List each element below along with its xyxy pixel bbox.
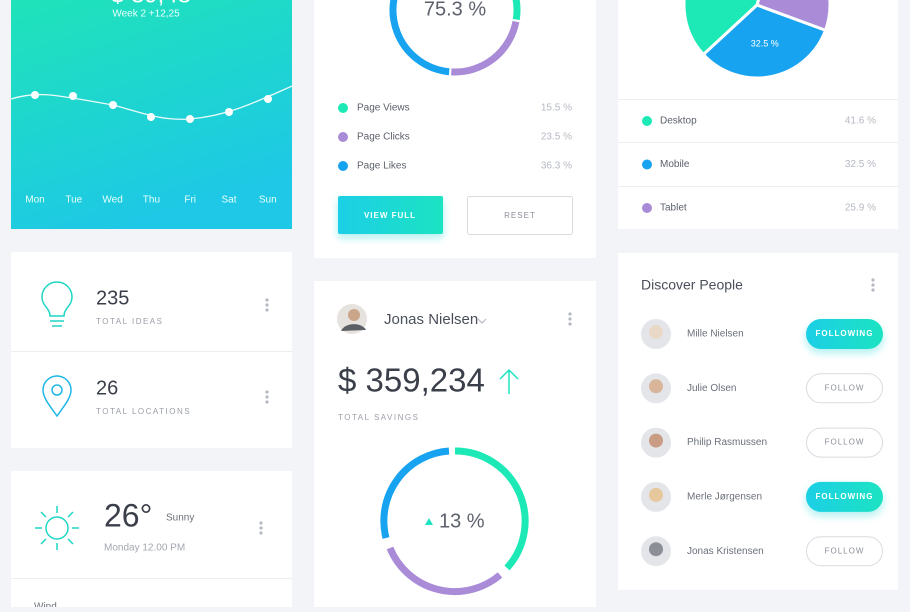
view-full-button[interactable] bbox=[338, 196, 443, 234]
legend-label: Mobile bbox=[660, 159, 690, 170]
savings-label: TOTAL SAVINGS bbox=[338, 413, 419, 422]
up-triangle bbox=[425, 518, 433, 525]
legend-label: Page Views bbox=[357, 103, 410, 114]
avatar-face bbox=[649, 542, 663, 557]
follow-button[interactable] bbox=[806, 481, 883, 512]
donut-segment bbox=[512, 0, 521, 21]
day-label: Wed bbox=[102, 195, 122, 206]
button-label: FOLLOWING bbox=[816, 329, 874, 338]
stat-value: 235 bbox=[96, 287, 129, 309]
legend-label: Page Likes bbox=[357, 161, 406, 172]
day-label: Thu bbox=[143, 195, 160, 206]
follow-button[interactable] bbox=[806, 536, 883, 567]
savings-card bbox=[314, 281, 596, 611]
reset-button[interactable] bbox=[467, 196, 573, 235]
pie-slice bbox=[755, 0, 832, 33]
button-label: FOLLOW bbox=[825, 438, 865, 447]
follow-button[interactable] bbox=[806, 319, 883, 349]
day-label: Sat bbox=[221, 195, 236, 206]
legend-value: 32.5 % bbox=[845, 159, 876, 170]
follow-button[interactable] bbox=[806, 373, 883, 404]
legend-dot bbox=[338, 161, 348, 171]
day-label: Tue bbox=[65, 195, 82, 206]
avatar-face bbox=[649, 487, 663, 502]
legend-value: 36.3 % bbox=[541, 161, 572, 172]
button-label: RESET bbox=[504, 211, 536, 220]
sun-icon bbox=[35, 506, 79, 550]
avatar-face bbox=[649, 433, 663, 448]
legend-dot bbox=[642, 203, 652, 213]
kebab-menu[interactable] bbox=[265, 298, 269, 312]
legend-value: 25.9 % bbox=[845, 203, 876, 214]
avatar-face bbox=[649, 325, 663, 339]
chevron[interactable] bbox=[477, 318, 487, 324]
up-arrow bbox=[499, 368, 519, 394]
subtitle: Week 2 +12,25 bbox=[112, 9, 180, 20]
stats-card bbox=[11, 252, 292, 448]
legend-label: Page Clicks bbox=[357, 132, 410, 143]
wave-dots bbox=[31, 91, 272, 123]
stat-label: TOTAL IDEAS bbox=[96, 317, 163, 326]
donut-segment bbox=[451, 20, 520, 76]
donut-total: 75.3 % bbox=[424, 0, 486, 20]
savings-ring bbox=[380, 447, 529, 596]
day-label: Sun bbox=[259, 195, 277, 206]
avatar bbox=[337, 304, 367, 334]
kebab-menu[interactable] bbox=[871, 278, 875, 292]
pie-slice bbox=[682, 0, 761, 57]
button-label: FOLLOW bbox=[825, 546, 865, 555]
stat-value: 26 bbox=[96, 377, 118, 399]
legend-value: 41.6 % bbox=[845, 116, 876, 127]
button-label: FOLLOWING bbox=[816, 492, 874, 501]
temperature: 26° bbox=[104, 497, 152, 533]
kebab-menu[interactable] bbox=[259, 521, 263, 535]
day-label: Fri bbox=[184, 195, 196, 206]
button-label: FOLLOW bbox=[825, 383, 865, 392]
kebab-menu[interactable] bbox=[568, 312, 572, 326]
savings-change: 13 % bbox=[439, 510, 485, 532]
stat-label: TOTAL LOCATIONS bbox=[96, 407, 191, 416]
people-title: Discover People bbox=[641, 277, 743, 293]
person-name: Merle Jørgensen bbox=[687, 492, 762, 503]
wind-label: Wind bbox=[34, 602, 57, 607]
person-name: Jonas Kristensen bbox=[687, 546, 764, 557]
pin-icon bbox=[42, 375, 72, 418]
pie-label: 32.5 % bbox=[751, 39, 779, 49]
person-name: Mille Nielsen bbox=[687, 329, 744, 340]
donut-segment bbox=[389, 0, 450, 76]
avatar-face bbox=[649, 379, 663, 394]
bulb-icon bbox=[41, 281, 73, 327]
legend-dot bbox=[642, 159, 652, 170]
pie-slice bbox=[701, 3, 828, 80]
legend-label: Desktop bbox=[660, 116, 697, 127]
legend-value: 23.5 % bbox=[541, 132, 572, 143]
kebab-menu[interactable] bbox=[265, 390, 269, 404]
people-card bbox=[618, 253, 898, 590]
user-name: Jonas Nielsen bbox=[384, 311, 478, 328]
person-name: Julie Olsen bbox=[687, 383, 736, 394]
time: Monday 12.00 PM bbox=[104, 543, 185, 554]
legend-dot bbox=[642, 116, 652, 126]
button-label: VIEW FULL bbox=[364, 211, 416, 220]
savings-amount: $ 359,234 bbox=[338, 362, 485, 399]
day-label: Mon bbox=[25, 195, 44, 206]
amount: $ 39,48 bbox=[111, 0, 191, 8]
legend-dot bbox=[338, 132, 348, 142]
weather-card bbox=[11, 471, 292, 611]
legend-dot bbox=[338, 103, 348, 113]
person-name: Philip Rasmussen bbox=[687, 437, 767, 448]
follow-button[interactable] bbox=[806, 427, 883, 458]
legend-value: 15.5 % bbox=[541, 103, 572, 114]
condition: Sunny bbox=[166, 513, 194, 524]
legend-label: Tablet bbox=[660, 203, 687, 214]
